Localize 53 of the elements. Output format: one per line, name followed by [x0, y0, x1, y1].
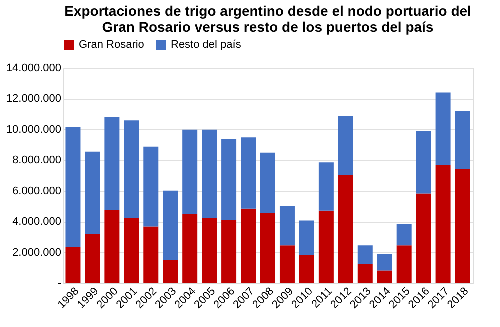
- bar: [358, 246, 373, 264]
- bar: [104, 117, 120, 210]
- legend-label: Resto del país: [171, 39, 242, 51]
- bar: [396, 246, 412, 283]
- bar: [222, 220, 237, 283]
- bar: [104, 210, 120, 283]
- bar: [318, 162, 334, 211]
- bar: [280, 206, 295, 246]
- y-tick-label: 2.000.000: [12, 246, 62, 259]
- bar: [124, 218, 140, 283]
- bar: [163, 260, 178, 283]
- bar: [222, 139, 237, 220]
- bar: [241, 138, 256, 209]
- bar: [338, 175, 354, 283]
- bar: [455, 170, 470, 283]
- bar: [66, 247, 81, 283]
- legend-label: Gran Rosario: [79, 39, 144, 51]
- y-tick-label: 4.000.000: [12, 216, 62, 228]
- bar: [124, 120, 140, 218]
- bar: [144, 226, 159, 283]
- y-tick-label: 6.000.000: [12, 185, 62, 198]
- bar: [202, 130, 218, 218]
- bar: [241, 208, 256, 283]
- bar: [85, 234, 100, 283]
- chart-title: Exportaciones de trigo argentino desde el nodo portuario del Gran Rosario versus resto de los puertos del país: [64, 3, 472, 35]
- bar: [358, 264, 373, 283]
- bar: [436, 92, 451, 166]
- y-tick-label: 10.000.000: [6, 124, 62, 136]
- bar: [182, 130, 198, 214]
- bar: [260, 152, 276, 214]
- bar: [338, 116, 354, 176]
- bar: [182, 214, 198, 283]
- bar: [416, 130, 432, 194]
- bar: [163, 190, 178, 260]
- bar: [280, 246, 295, 283]
- bar: [202, 218, 218, 283]
- bar: [66, 127, 81, 248]
- y-tick-label: 8.000.000: [12, 154, 62, 167]
- bar: [377, 254, 392, 271]
- y-tick-label: 12.000.000: [6, 93, 62, 106]
- bar: [396, 224, 412, 246]
- bar: [455, 111, 470, 170]
- y-tick-label: 14.000.000: [6, 62, 62, 74]
- bar: [299, 220, 314, 256]
- bar: [144, 146, 159, 227]
- bar: [299, 255, 314, 283]
- bar: [377, 270, 392, 283]
- bar: [85, 152, 100, 234]
- bar: [436, 166, 451, 283]
- bar: [260, 213, 276, 283]
- bar: [416, 194, 432, 283]
- y-tick-label: -: [58, 278, 62, 290]
- bar: [318, 210, 334, 283]
